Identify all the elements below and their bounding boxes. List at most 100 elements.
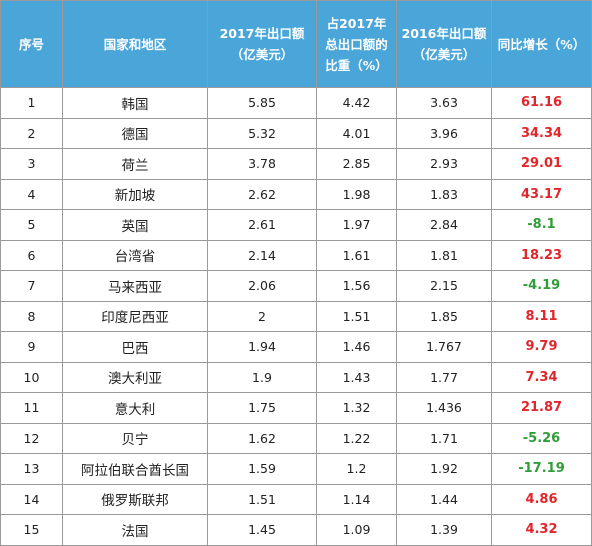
cell-share-2017: 1.09 [316,514,397,546]
table-row: 11 意大利 1.75 1.32 1.436 21.87 [0,392,592,424]
header-row: 序号 国家和地区 2017年出口额 （亿美元） 占2017年 总出口额的 比重（… [0,0,592,88]
cell-country: 俄罗斯联邦 [62,483,208,515]
table-header: 序号 国家和地区 2017年出口额 （亿美元） 占2017年 总出口额的 比重（… [0,0,592,88]
cell-growth: 18.23 [491,239,592,271]
cell-share-2017: 2.85 [316,148,397,180]
header-exports-2016-line-1: 2016年出口额 [401,26,487,41]
table-row: 7 马来西亚 2.06 1.56 2.15 -4.19 [0,270,592,302]
cell-country: 马来西亚 [62,270,208,302]
cell-growth: 4.86 [491,483,592,515]
cell-exports-2016: 3.63 [396,87,492,119]
cell-rank: 6 [0,239,63,271]
cell-exports-2016: 1.44 [396,483,492,515]
cell-country: 印度尼西亚 [62,300,208,332]
cell-country: 意大利 [62,392,208,424]
cell-share-2017: 1.2 [316,453,397,485]
cell-country: 新加坡 [62,178,208,210]
cell-share-2017: 1.51 [316,300,397,332]
table-row: 14 俄罗斯联邦 1.51 1.14 1.44 4.86 [0,483,592,515]
cell-growth: -17.19 [491,453,592,485]
cell-rank: 14 [0,483,63,515]
table-row: 6 台湾省 2.14 1.61 1.81 18.23 [0,239,592,271]
cell-exports-2016: 1.39 [396,514,492,546]
cell-country: 澳大利亚 [62,361,208,393]
cell-growth: 8.11 [491,300,592,332]
cell-country: 贝宁 [62,422,208,454]
cell-exports-2017: 1.9 [207,361,317,393]
cell-country: 台湾省 [62,239,208,271]
cell-rank: 12 [0,422,63,454]
cell-country: 英国 [62,209,208,241]
cell-share-2017: 4.01 [316,117,397,149]
cell-exports-2016: 1.767 [396,331,492,363]
cell-exports-2017: 1.59 [207,453,317,485]
cell-rank: 3 [0,148,63,180]
cell-exports-2016: 1.85 [396,300,492,332]
header-exports-2017-line-2: （亿美元） [230,47,294,62]
table-row: 2 德国 5.32 4.01 3.96 34.34 [0,117,592,149]
table-row: 1 韩国 5.85 4.42 3.63 61.16 [0,87,592,119]
header-exports-2017-line-1: 2017年出口额 [219,26,305,41]
cell-exports-2016: 2.15 [396,270,492,302]
table-row: 10 澳大利亚 1.9 1.43 1.77 7.34 [0,361,592,393]
cell-share-2017: 1.32 [316,392,397,424]
cell-exports-2017: 2.61 [207,209,317,241]
cell-share-2017: 1.98 [316,178,397,210]
table-row: 12 贝宁 1.62 1.22 1.71 -5.26 [0,422,592,454]
cell-share-2017: 1.22 [316,422,397,454]
cell-exports-2017: 1.94 [207,331,317,363]
table-row: 15 法国 1.45 1.09 1.39 4.32 [0,514,592,546]
cell-exports-2017: 3.78 [207,148,317,180]
header-share-2017-line-2: 总出口额的 [325,36,388,52]
cell-exports-2016: 2.84 [396,209,492,241]
header-growth: 同比增长（%） [491,0,592,88]
cell-country: 阿拉伯联合酋长国 [62,453,208,485]
cell-growth: 29.01 [491,148,592,180]
cell-exports-2016: 1.71 [396,422,492,454]
cell-country: 巴西 [62,331,208,363]
cell-share-2017: 1.46 [316,331,397,363]
header-exports-2016: 2016年出口额 （亿美元） [396,0,492,88]
header-share-2017: 占2017年 总出口额的 比重（%） [316,0,397,88]
cell-rank: 15 [0,514,63,546]
table-row: 3 荷兰 3.78 2.85 2.93 29.01 [0,148,592,180]
cell-rank: 8 [0,300,63,332]
cell-country: 德国 [62,117,208,149]
table-body: 1 韩国 5.85 4.42 3.63 61.16 2 德国 5.32 4.01 3.96 34.34… [0,87,592,546]
cell-growth: -5.26 [491,422,592,454]
header-country: 国家和地区 [62,0,208,88]
cell-exports-2016: 3.96 [396,117,492,149]
cell-growth: 61.16 [491,87,592,119]
cell-exports-2017: 2.62 [207,178,317,210]
cell-rank: 1 [0,87,63,119]
cell-exports-2017: 2.06 [207,270,317,302]
cell-exports-2016: 1.83 [396,178,492,210]
cell-share-2017: 1.14 [316,483,397,515]
cell-rank: 10 [0,361,63,393]
cell-exports-2017: 2 [207,300,317,332]
header-share-2017-line-1: 占2017年 [326,15,387,31]
table-row: 13 阿拉伯联合酋长国 1.59 1.2 1.92 -17.19 [0,453,592,485]
cell-growth: 21.87 [491,392,592,424]
header-rank: 序号 [0,0,63,88]
cell-exports-2017: 1.51 [207,483,317,515]
header-exports-2017: 2017年出口额 （亿美元） [207,0,317,88]
cell-exports-2016: 1.77 [396,361,492,393]
cell-share-2017: 1.61 [316,239,397,271]
cell-exports-2017: 5.32 [207,117,317,149]
cell-rank: 9 [0,331,63,363]
cell-exports-2017: 1.75 [207,392,317,424]
cell-rank: 2 [0,117,63,149]
cell-rank: 4 [0,178,63,210]
cell-share-2017: 4.42 [316,87,397,119]
cell-share-2017: 1.43 [316,361,397,393]
cell-exports-2017: 1.62 [207,422,317,454]
cell-exports-2016: 2.93 [396,148,492,180]
table-row: 9 巴西 1.94 1.46 1.767 9.79 [0,331,592,363]
table-row: 8 印度尼西亚 2 1.51 1.85 8.11 [0,300,592,332]
cell-exports-2017: 1.45 [207,514,317,546]
cell-exports-2017: 5.85 [207,87,317,119]
cell-growth: 34.34 [491,117,592,149]
cell-rank: 13 [0,453,63,485]
table-row: 4 新加坡 2.62 1.98 1.83 43.17 [0,178,592,210]
